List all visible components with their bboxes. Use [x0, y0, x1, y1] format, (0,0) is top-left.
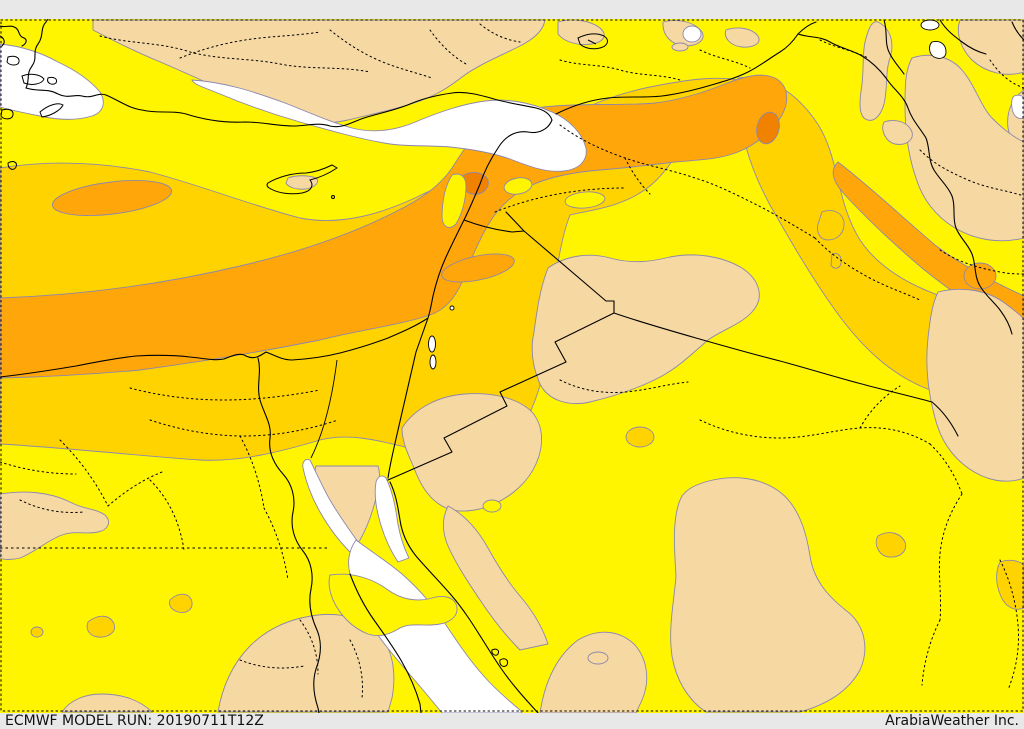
iran-border: [885, 77, 1013, 335]
jordan-saudi-zigzag-border: [387, 312, 615, 481]
nile-river: [257, 357, 321, 713]
egypt-israel-border: [387, 317, 429, 479]
jordan-iraq-saudi-border: [505, 211, 959, 437]
gulf-of-suez: [302, 459, 359, 553]
cyprus-wheat-center: [285, 175, 318, 190]
wheat-wind-regions: [0, 19, 1024, 713]
mediterranean-coastline: [0, 87, 553, 378]
white-wind-regions: [0, 25, 1024, 713]
dark-orange-cores: [459, 111, 780, 195]
orange-wind-regions: [0, 74, 1024, 379]
gulf-of-aqaba: [374, 475, 410, 563]
yellow-patch-nw-saudi: [482, 499, 502, 513]
wind-speed-map: [0, 19, 1024, 713]
dotted-rivers-admin-lines: [0, 19, 1024, 712]
contour-lakes: [587, 210, 845, 665]
turkey-syria-border: [555, 21, 817, 115]
country-borders-and-coastlines: [0, 19, 1024, 713]
aegean-white: [0, 43, 104, 120]
tuz-lake: [577, 33, 608, 50]
provider-label: ArabiaWeather Inc.: [885, 713, 1019, 729]
map-dotted-frame: [0, 19, 1024, 712]
red-sea-east-coast: [389, 481, 539, 713]
suez-canal: [310, 359, 338, 459]
euphrates-dotted: [559, 124, 816, 239]
model-run-label: ECMWF MODEL RUN: 20190711T12Z: [5, 713, 264, 729]
greek-coast-squiggle: [0, 25, 27, 47]
header-bar: [0, 0, 1024, 19]
south-turkey-sea-white: [191, 79, 587, 172]
aegean-coastline: [25, 19, 49, 89]
north-saudi-wheat: [531, 254, 760, 404]
red-sea-west-coast: [349, 573, 422, 713]
cyprus-outline: [266, 164, 338, 195]
rhodes-island: [39, 103, 64, 118]
south-saudi-wheat: [670, 477, 866, 713]
dead-sea: [428, 335, 436, 353]
footer-bar: [0, 713, 1024, 729]
red-sea-yellow-band: [328, 573, 458, 637]
anatolia-wheat: [92, 19, 546, 124]
lake-van: [929, 41, 947, 59]
yellow-patches: [441, 173, 606, 228]
